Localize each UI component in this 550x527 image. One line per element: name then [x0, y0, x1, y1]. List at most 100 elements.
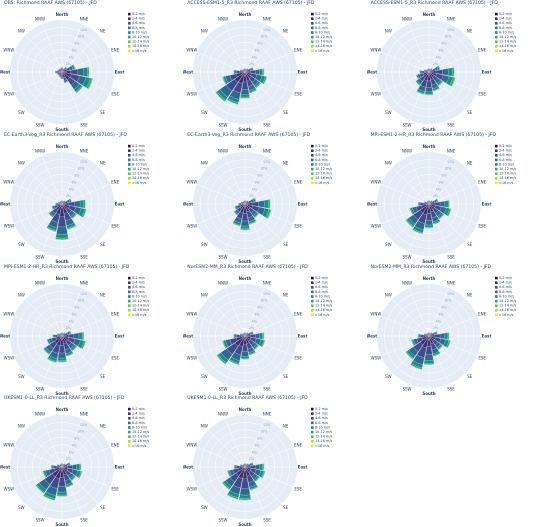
rose-bar-w-bin-2 — [421, 70, 425, 74]
direction-label-nw: NW — [384, 29, 391, 34]
rose-bar-sw-bin-6 — [35, 485, 45, 494]
radial-tick-label: 8% — [74, 42, 79, 46]
rose-bar-ene-bin-5 — [69, 198, 72, 202]
direction-label-ne: NE — [100, 29, 106, 34]
direction-label-wnw: WNW — [3, 443, 14, 448]
direction-label-e: East — [481, 69, 491, 74]
direction-label-ene: ENE — [478, 311, 487, 316]
wind-rose-svg: 2% 4% 6% 8% 10% 12% North NNE NE ENE East ESE SE SSE S… — [183, 275, 332, 394]
chart-title: ACCESS-ESM1-5_R3 Richmond RAAF AWS (6710… — [370, 1, 498, 6]
legend-label: 2-4 m/s — [132, 148, 145, 152]
direction-label-s: South — [55, 522, 68, 526]
legend-label: 4-6 m/s — [132, 285, 145, 289]
direction-label-ene: ENE — [294, 179, 303, 184]
rose-bar-w-bin-2 — [53, 465, 57, 469]
rose-bar-w-bin-5 — [50, 465, 52, 470]
rose-bar-e-bin-4 — [76, 463, 80, 471]
rose-bar-w-bin-2 — [54, 334, 58, 337]
legend-swatch — [494, 303, 498, 307]
direction-label-wnw: WNW — [370, 47, 381, 52]
chart-title: NorESM2-MM_R3 Richmond RAAF AWS (67105) … — [370, 264, 492, 270]
direction-label-ese: ESE — [295, 355, 303, 360]
radial-tick-label: 4% — [69, 319, 74, 323]
rose-bar-s-bin-3 — [57, 352, 67, 358]
rose-bar-w-bin-3 — [51, 465, 55, 470]
direction-label-ne: NE — [100, 424, 106, 429]
rose-bar-e-bin-4 — [83, 67, 88, 77]
direction-label-w: West — [183, 69, 193, 74]
polar-spoke — [245, 298, 283, 336]
direction-label-nnw: NNW — [402, 280, 412, 285]
direction-label-nne: NNE — [446, 16, 455, 21]
legend-swatch — [128, 421, 131, 425]
rose-bar-s-bin-6 — [423, 363, 434, 365]
chart-title: MPI-ESM1-2-HR_R3 Richmond RAAF AWS (6710… — [370, 132, 496, 138]
legend-label: 8-10 m/s — [499, 30, 514, 34]
legend-label: 8-10 m/s — [499, 162, 514, 166]
legend-label: 10-12 m/s — [315, 299, 332, 303]
rose-bar-s-bin-3 — [57, 486, 67, 493]
radial-tick-label: 2% — [249, 457, 254, 461]
rose-bar-nne-bin-3 — [62, 332, 64, 334]
rose-bar-s-bin-4 — [240, 94, 250, 98]
legend-label: 8-10 m/s — [499, 294, 514, 298]
direction-label-ene: ENE — [111, 179, 120, 184]
rose-bar-sw-bin-6 — [404, 219, 413, 228]
legend-swatch — [494, 172, 498, 175]
direction-label-se: SE — [100, 242, 106, 247]
chart-title: EC-Earth3-Veg_R3 Richmond RAAF AWS (6710… — [187, 132, 311, 138]
rose-bar-s-bin-6 — [240, 97, 251, 99]
legend-swatch — [311, 181, 314, 184]
radial-tick-label: 6% — [255, 48, 260, 52]
legend-label: 10-12 m/s — [499, 167, 516, 171]
rose-bar-wnw-bin-4 — [240, 69, 242, 72]
direction-label-ssw: SSW — [219, 518, 228, 523]
rose-bar-ssw-bin-6 — [43, 495, 55, 502]
rose-bar-wsw-bin-5 — [415, 74, 418, 80]
legend-swatch — [311, 408, 314, 411]
direction-label-ene: ENE — [294, 311, 303, 316]
direction-label-nne: NNE — [80, 148, 89, 153]
direction-label-s: South — [422, 259, 435, 263]
legend-swatch — [311, 290, 314, 293]
legend-label: 10-12 m/s — [499, 299, 516, 303]
wind-rose-svg: 2% 4% 6% 8% 10% 12% North NNE NE ENE East ESE SE SSE S… — [367, 12, 516, 131]
legend-label: 12-14 m/s — [499, 171, 516, 175]
legend-label: 0-2 m/s — [132, 12, 145, 16]
legend-label: >16 m/s — [132, 49, 147, 53]
direction-label-nnw: NNW — [402, 148, 412, 153]
direction-label-e: East — [115, 333, 125, 338]
rose-bar-nnw-bin-3 — [60, 463, 62, 465]
direction-label-wsw: WSW — [187, 355, 197, 360]
rose-bar-sse-bin-5 — [432, 352, 441, 356]
rose-bar-e-bin-4 — [79, 199, 84, 208]
direction-label-sw: SW — [385, 110, 392, 115]
polar-spoke — [13, 315, 63, 336]
legend-label: 4-6 m/s — [315, 21, 328, 25]
rose-bar-ene-bin-5 — [435, 330, 438, 334]
direction-label-ssw: SSW — [219, 386, 228, 391]
legend-label: 4-6 m/s — [132, 153, 145, 157]
rose-bar-e-bin-3 — [255, 332, 261, 339]
direction-label-wsw: WSW — [370, 355, 380, 360]
rose-bar-ne-bin-4 — [65, 66, 68, 69]
rose-bar-s-bin-2 — [60, 76, 64, 79]
rose-bar-w-bin-2 — [237, 70, 241, 74]
rose-bar-nnw-bin-3 — [60, 200, 62, 202]
rose-bar-ese-bin-6 — [262, 471, 266, 479]
legend-swatch — [311, 35, 314, 39]
rose-bar-e-bin-6 — [83, 331, 85, 340]
rose-bar-ssw-bin-6 — [411, 229, 423, 234]
rose-bar-ssw-bin-6 — [232, 222, 241, 227]
polar-spoke — [208, 298, 246, 336]
rose-bar-se-bin-6 — [71, 213, 78, 219]
direction-label-sw: SW — [18, 242, 25, 247]
radial-tick-label: 10% — [261, 430, 268, 434]
polar-spoke — [61, 430, 99, 468]
direction-label-sse: SSE — [80, 123, 88, 128]
legend-swatch — [128, 158, 131, 161]
rose-bar-wsw-bin-5 — [51, 205, 54, 210]
rose-bar-nne-bin-3 — [429, 68, 431, 70]
legend-label: 12-14 m/s — [132, 40, 149, 44]
rose-bar-nw-bin-3 — [242, 464, 244, 466]
